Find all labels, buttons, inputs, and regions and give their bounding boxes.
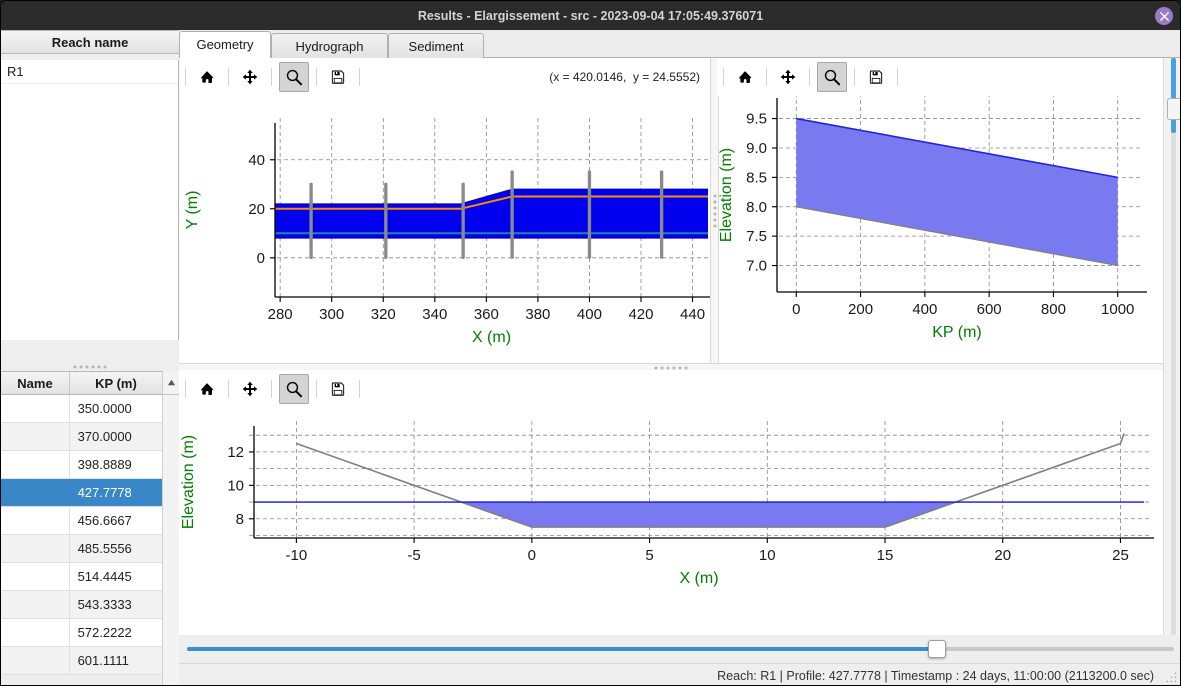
svg-text:380: 380 xyxy=(525,306,550,323)
svg-text:7.0: 7.0 xyxy=(746,258,767,275)
svg-text:800: 800 xyxy=(1041,301,1066,318)
svg-text:KP (m): KP (m) xyxy=(932,324,981,341)
svg-text:15: 15 xyxy=(877,547,894,564)
svg-text:Y (m): Y (m) xyxy=(184,191,201,230)
svg-text:5: 5 xyxy=(645,547,653,564)
svg-text:1000: 1000 xyxy=(1101,301,1134,318)
svg-text:340: 340 xyxy=(422,306,447,323)
svg-text:8: 8 xyxy=(236,511,244,528)
svg-text:20: 20 xyxy=(994,547,1011,564)
svg-text:9.5: 9.5 xyxy=(746,111,767,128)
svg-text:600: 600 xyxy=(977,301,1002,318)
svg-text:320: 320 xyxy=(371,306,396,323)
svg-text:440: 440 xyxy=(680,306,705,323)
svg-text:300: 300 xyxy=(319,306,344,323)
svg-text:360: 360 xyxy=(474,306,499,323)
svg-text:420: 420 xyxy=(628,306,653,323)
svg-text:8.0: 8.0 xyxy=(746,199,767,216)
svg-text:7.5: 7.5 xyxy=(746,228,767,245)
svg-text:0: 0 xyxy=(257,250,265,267)
svg-text:280: 280 xyxy=(268,306,293,323)
svg-text:X (m): X (m) xyxy=(679,570,718,587)
svg-text:10: 10 xyxy=(759,547,776,564)
svg-text:0: 0 xyxy=(528,547,536,564)
svg-text:Elevation (m): Elevation (m) xyxy=(180,435,197,529)
svg-text:X (m): X (m) xyxy=(472,329,511,346)
svg-text:0: 0 xyxy=(792,301,800,318)
svg-text:400: 400 xyxy=(912,301,937,318)
svg-text:8.5: 8.5 xyxy=(746,169,767,186)
svg-text:25: 25 xyxy=(1112,547,1129,564)
svg-text:-10: -10 xyxy=(286,547,308,564)
svg-text:10: 10 xyxy=(227,477,244,494)
svg-text:12: 12 xyxy=(227,444,244,461)
svg-text:200: 200 xyxy=(848,301,873,318)
svg-text:40: 40 xyxy=(248,152,265,169)
svg-text:Elevation (m): Elevation (m) xyxy=(718,148,735,242)
svg-text:400: 400 xyxy=(577,306,602,323)
svg-text:9.0: 9.0 xyxy=(746,140,767,157)
svg-text:-5: -5 xyxy=(407,547,420,564)
svg-text:20: 20 xyxy=(248,201,265,218)
